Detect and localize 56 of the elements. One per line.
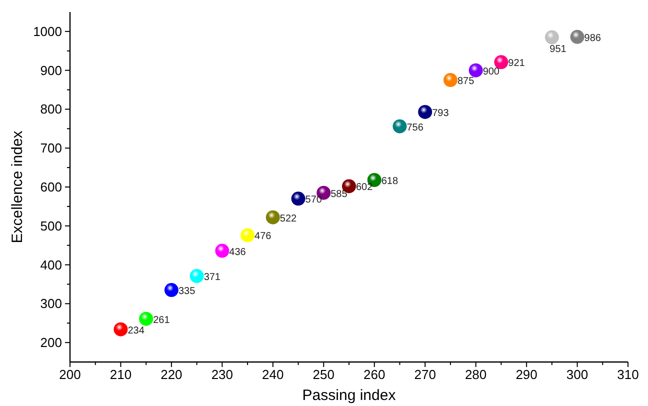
y-tick-label: 900	[40, 62, 62, 78]
data-label: 522	[280, 213, 298, 224]
data-label: 585	[330, 188, 348, 200]
y-tick-label: 700	[40, 140, 62, 156]
data-label: 234	[128, 325, 145, 336]
point	[164, 283, 178, 298]
data-label: 335	[178, 286, 196, 298]
point	[468, 63, 483, 78]
data-label: 921	[508, 58, 526, 70]
data-label: 618	[381, 176, 398, 187]
x-axis-title: Passing index	[302, 387, 396, 404]
y-tick-label: 400	[40, 257, 62, 272]
point	[392, 119, 407, 134]
x-tick-label: 240	[262, 367, 284, 382]
x-tick-label: 230	[211, 367, 234, 382]
point	[544, 30, 559, 44]
point	[240, 228, 255, 242]
point	[139, 312, 154, 326]
x-tick-label: 260	[364, 367, 386, 382]
point	[443, 73, 458, 88]
point	[570, 30, 584, 44]
y-tick-label: 600	[40, 180, 62, 194]
point	[114, 322, 128, 336]
data-label: 875	[457, 76, 475, 88]
point	[291, 192, 306, 206]
data-label: 793	[432, 108, 450, 119]
x-tick-label: 270	[414, 367, 436, 382]
data-label: 371	[204, 272, 221, 284]
data-label: 570	[305, 194, 322, 206]
x-tick-label: 200	[59, 367, 81, 382]
y-tick-label: 800	[40, 102, 62, 117]
data-label: 261	[153, 314, 170, 326]
x-tick-label: 300	[566, 367, 588, 382]
data-label: 900	[482, 66, 500, 78]
point	[190, 269, 204, 284]
y-tick-label: 200	[40, 335, 62, 350]
data-label: 986	[584, 32, 602, 44]
point	[494, 55, 508, 70]
y-tick-label: 1000	[33, 24, 62, 39]
x-tick-label: 210	[110, 367, 132, 382]
data-label: 602	[356, 182, 374, 194]
data-label: 436	[229, 246, 246, 258]
x-tick-label: 290	[516, 367, 538, 382]
x-tick-label: 280	[464, 367, 487, 382]
x-tick-label: 310	[617, 367, 639, 382]
data-label: 476	[254, 231, 272, 242]
point	[266, 210, 280, 224]
x-tick-label: 220	[160, 367, 182, 382]
y-tick-label: 300	[40, 296, 62, 312]
x-tick-label: 250	[312, 367, 334, 382]
y-axis-title: Excellence index	[9, 130, 26, 244]
y-tick-label: 500	[40, 218, 62, 234]
point	[418, 104, 432, 119]
annotation: 951	[550, 44, 567, 55]
point	[215, 244, 230, 258]
data-label: 756	[406, 122, 424, 134]
